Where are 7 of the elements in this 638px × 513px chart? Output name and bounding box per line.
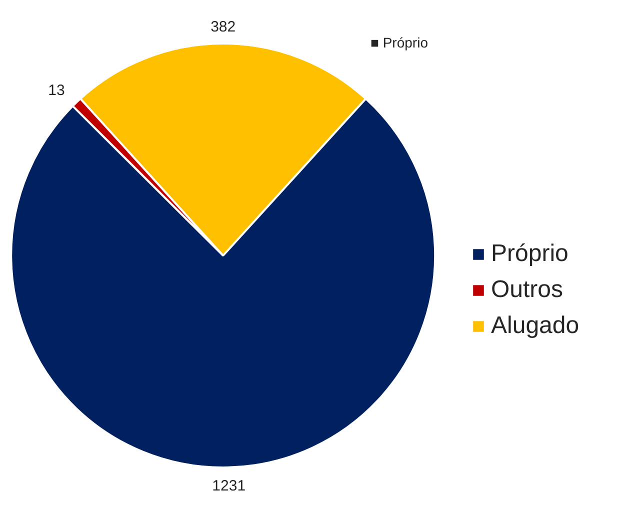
legend-label: Próprio bbox=[491, 240, 568, 268]
data-label: 382 bbox=[210, 18, 236, 36]
legend-label: Alugado bbox=[491, 312, 580, 340]
text: ■ Próprio bbox=[370, 34, 428, 50]
data-label: 13 bbox=[48, 82, 65, 100]
legend-label: Outros bbox=[491, 276, 564, 304]
data-label: 1231 bbox=[212, 477, 246, 494]
